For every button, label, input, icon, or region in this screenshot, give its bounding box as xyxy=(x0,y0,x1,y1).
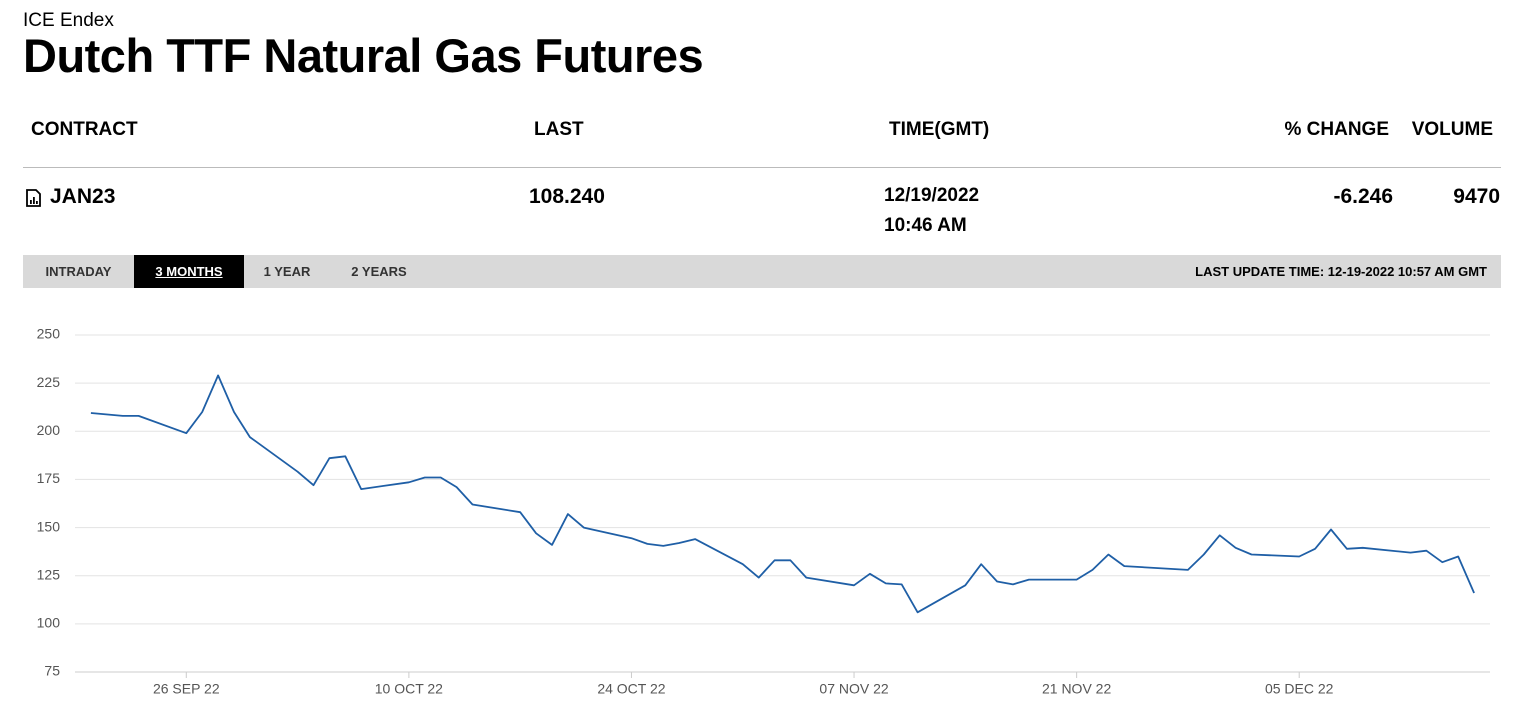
x-tick-label: 24 OCT 22 xyxy=(597,681,665,697)
page-title: Dutch TTF Natural Gas Futures xyxy=(23,29,704,82)
percent-change: -6.246 xyxy=(1333,185,1393,208)
brand: ICE Endex xyxy=(23,10,114,31)
y-tick-label: 200 xyxy=(37,422,61,438)
y-tick-label: 100 xyxy=(37,615,61,631)
column-header: % CHANGE xyxy=(1284,119,1389,140)
last-price: 108.240 xyxy=(529,185,605,208)
tab[interactable]: 2 YEARS xyxy=(351,264,407,279)
price-line xyxy=(90,374,1475,614)
tab[interactable]: 3 MONTHS xyxy=(134,255,244,288)
x-tick-label: 07 NOV 22 xyxy=(819,681,888,697)
x-tick-label: 10 OCT 22 xyxy=(375,681,443,697)
column-header: TIME(GMT) xyxy=(889,119,990,140)
x-tick-label: 21 NOV 22 xyxy=(1042,681,1111,697)
trade-date: 12/19/2022 xyxy=(884,185,980,206)
last-update: LAST UPDATE TIME: 12-19-2022 10:57 AM GM… xyxy=(1195,264,1487,279)
x-tick-label: 05 DEC 22 xyxy=(1265,681,1334,697)
y-tick-label: 75 xyxy=(44,663,60,679)
volume: 9470 xyxy=(1453,185,1500,208)
y-tick-label: 150 xyxy=(37,518,61,534)
column-header: LAST xyxy=(534,119,584,140)
y-tick-label: 225 xyxy=(37,374,61,390)
tab-bar: LAST UPDATE TIME: 12-19-2022 10:57 AM GM… xyxy=(23,255,1501,288)
chart: 75 100 125 150 175 200 225 250 26 SEP 22 10 OCT 2… xyxy=(37,326,1490,697)
trade-time: 10:46 AM xyxy=(884,215,967,236)
divider xyxy=(23,167,1501,168)
column-header: VOLUME xyxy=(1411,119,1493,140)
y-tick-label: 250 xyxy=(37,326,61,342)
contract[interactable]: JAN23 xyxy=(50,185,116,208)
y-tick-label: 175 xyxy=(37,470,61,486)
tab[interactable]: 1 YEAR xyxy=(263,264,311,279)
y-tick-label: 125 xyxy=(37,566,61,582)
tab[interactable]: INTRADAY xyxy=(45,264,112,279)
contract-icon[interactable] xyxy=(25,189,42,207)
x-tick-label: 26 SEP 22 xyxy=(153,681,220,697)
column-header: CONTRACT xyxy=(31,119,138,140)
